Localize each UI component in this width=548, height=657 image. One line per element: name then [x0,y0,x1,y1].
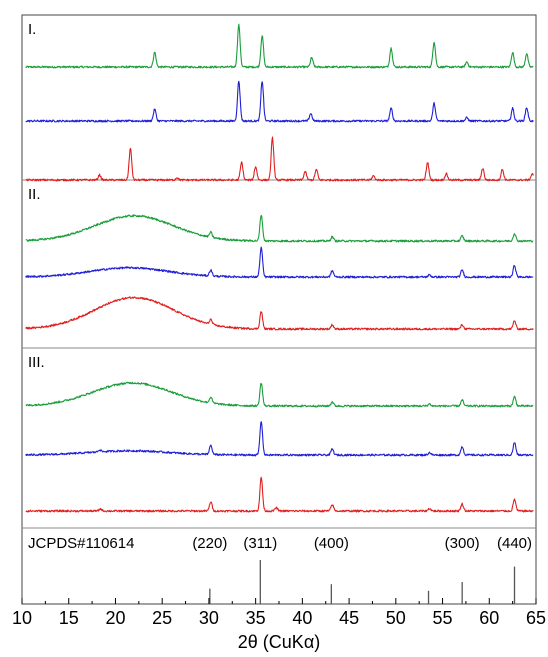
trace-panel2-1 [25,214,534,243]
trace-panel2-2 [25,246,534,279]
reference-hkl-label-5: (300) [445,535,480,552]
x-axis-title: 2θ (CuKα) [238,632,320,652]
reference-hkl-label-1: (220) [192,535,227,552]
reference-label: JCPDS#110614 [28,535,134,552]
trace-panel1-1 [25,23,534,69]
plot-frame [21,14,537,605]
panel-label-3: III. [28,354,45,371]
panel-label-1: I. [28,21,36,38]
xrd-traces [25,23,534,513]
panel-labels: I. II. III. [28,21,45,371]
x-axis: 10 15 20 25 30 35 40 45 50 55 60 65 2θ (CuKα) [12,598,546,652]
trace-panel2-3 [25,296,534,331]
trace-panel1-3 [25,136,534,182]
x-tick-label-25: 25 [152,608,172,628]
reference-hkl-label-6: (440) [497,535,532,552]
trace-panel3-3 [25,476,534,513]
x-tick-label-15: 15 [59,608,79,628]
x-tick-label-60: 60 [479,608,499,628]
reference-hkl-label-3: (400) [314,535,349,552]
x-tick-label-35: 35 [246,608,266,628]
x-tick-label-55: 55 [433,608,453,628]
x-tick-label-40: 40 [292,608,312,628]
reference-hkl-label-2: (311) [243,535,277,552]
x-tick-label-65: 65 [526,608,546,628]
trace-panel3-2 [25,421,534,457]
x-tick-label-20: 20 [105,608,125,628]
trace-panel1-2 [25,80,534,123]
plot-border [21,14,537,605]
x-tick-label-30: 30 [199,608,219,628]
x-tick-label-10: 10 [12,608,32,628]
panel-label-2: II. [28,186,41,203]
reference-pattern: JCPDS#110614 (220) (311) (400) (300) (440) [28,535,532,604]
x-tick-label-50: 50 [386,608,406,628]
trace-panel3-1 [25,381,534,408]
x-tick-label-45: 45 [339,608,359,628]
